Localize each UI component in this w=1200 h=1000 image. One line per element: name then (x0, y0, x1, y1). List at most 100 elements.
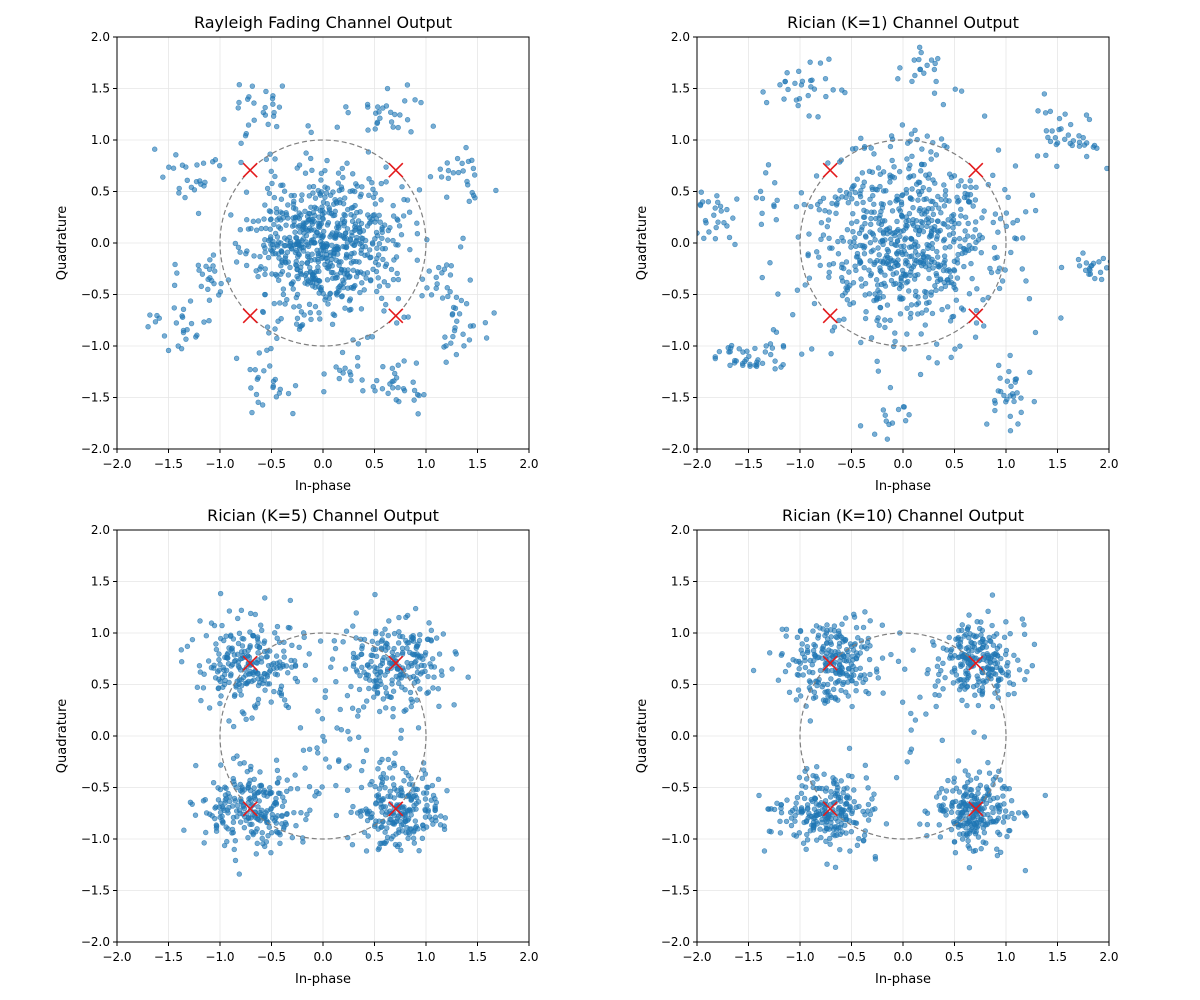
scatter-point (972, 821, 978, 828)
scatter-point (281, 798, 288, 804)
scatter-point (875, 165, 882, 171)
scatter-point (843, 816, 849, 823)
scatter-point (145, 324, 151, 330)
scatter-point (763, 99, 770, 106)
scatter-point (906, 412, 912, 418)
scatter-point (1012, 163, 1019, 169)
scatter-point (985, 671, 992, 677)
scatter-point (372, 190, 378, 197)
scatter-point (216, 667, 222, 673)
scatter-point (344, 692, 351, 699)
scatter-point (394, 651, 401, 658)
scatter-point (1100, 255, 1107, 262)
scatter-point (970, 643, 976, 650)
scatter-point (988, 638, 994, 645)
scatter-point (862, 315, 869, 322)
scatter-point (444, 787, 450, 794)
scatter-point (930, 211, 937, 218)
x-tick-label: 2.0 (519, 950, 538, 964)
scatter-point (876, 252, 882, 258)
scatter-point (922, 294, 929, 300)
y-tick-label: −0.5 (81, 781, 110, 795)
scatter-point (941, 203, 948, 209)
scatter-point (989, 805, 995, 811)
scatter-point (1047, 108, 1054, 115)
scatter-point (369, 334, 375, 340)
scatter-point (258, 655, 265, 661)
scatter-point (1043, 128, 1050, 134)
scatter-point (867, 272, 874, 279)
scatter-point (697, 201, 704, 208)
scatter-point (261, 368, 267, 374)
scatter-point (424, 636, 431, 643)
scatter-point (248, 797, 254, 803)
x-tick-label: −1.5 (154, 950, 183, 964)
scatter-point (203, 829, 209, 836)
scatter-point (874, 257, 880, 264)
scatter-point (887, 179, 893, 185)
scatter-point (935, 261, 941, 268)
scatter-point (252, 367, 258, 373)
x-tick-label: 0.5 (365, 457, 384, 471)
scatter-point (370, 186, 376, 193)
scatter-point (1076, 139, 1083, 146)
scatter-point (339, 349, 346, 356)
ideal-point-marker (822, 801, 838, 817)
scatter-point (392, 370, 398, 377)
scatter-point (200, 160, 207, 166)
scatter-point (822, 208, 828, 214)
scatter-point (1031, 398, 1037, 405)
scatter-point (273, 394, 280, 400)
scatter-point (883, 188, 889, 194)
scatter-point (287, 625, 293, 631)
scatter-point (1001, 392, 1007, 399)
scatter-point (279, 249, 285, 255)
scatter-point (1002, 808, 1009, 814)
scatter-point (301, 634, 307, 641)
x-tick-label: 0.5 (945, 950, 964, 964)
scatter-point (756, 792, 762, 799)
scatter-point (995, 682, 1001, 689)
scatter-point (181, 827, 187, 833)
scatter-point (403, 830, 409, 836)
scatter-point (357, 672, 363, 679)
scatter-point (337, 706, 343, 713)
scatter-point (909, 153, 915, 160)
scatter-point (412, 97, 418, 103)
scatter-point (763, 343, 769, 349)
scatter-point (909, 78, 915, 85)
scatter-point (799, 78, 806, 84)
scatter-point (965, 838, 971, 844)
scatter-point (241, 824, 248, 831)
scatter-point (466, 337, 473, 343)
scatter-point (152, 319, 159, 325)
scatter-point (178, 647, 184, 653)
scatter-point (387, 816, 393, 823)
scatter-point (378, 295, 385, 301)
scatter-point (913, 301, 920, 308)
scatter-point (1001, 801, 1007, 807)
scatter-point (365, 833, 371, 839)
scatter-point (310, 283, 316, 289)
scatter-point (955, 678, 961, 684)
scatter-point (385, 282, 391, 289)
scatter-point (811, 795, 818, 801)
scatter-point (171, 305, 177, 311)
scatter-point (339, 216, 346, 222)
scatter-point (467, 323, 474, 329)
scatter-point (924, 133, 930, 139)
scatter-point (996, 362, 1002, 369)
scatter-point (383, 705, 389, 711)
scatter-point (1008, 383, 1014, 390)
scatter-point (1041, 91, 1048, 97)
scatter-point (830, 260, 837, 267)
scatter-point (876, 322, 882, 328)
scatter-point (853, 820, 860, 826)
scatter-point (262, 595, 268, 601)
scatter-point (306, 783, 313, 790)
scatter-point (289, 281, 295, 287)
scatter-point (1047, 138, 1054, 145)
scatter-point (178, 345, 185, 352)
scatter-point (259, 807, 265, 813)
scatter-point (804, 831, 810, 838)
